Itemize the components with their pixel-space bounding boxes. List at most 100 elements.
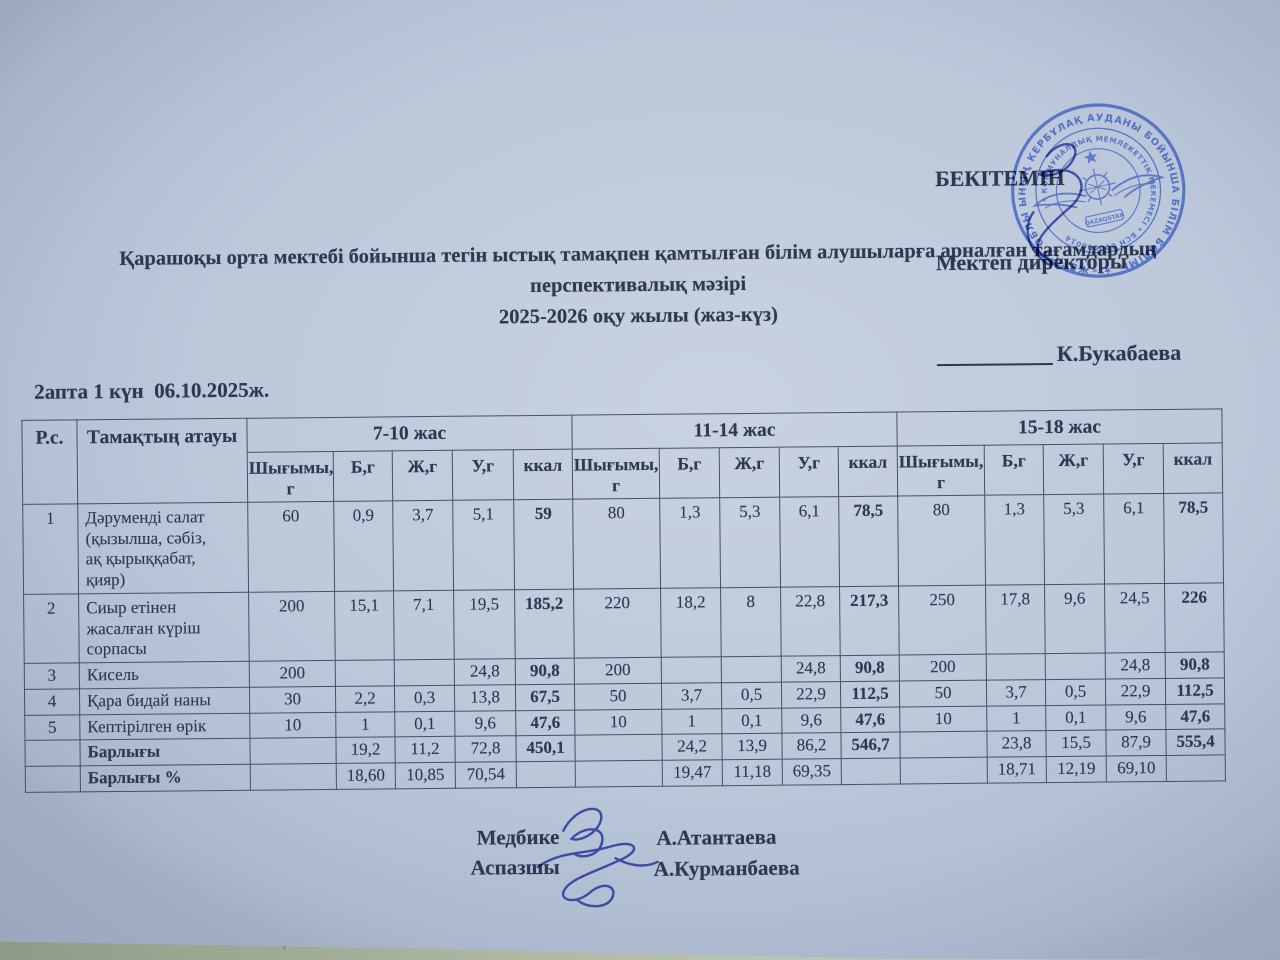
- value-cell: 67,5: [515, 684, 575, 711]
- subheader-fat: Ж,г: [1043, 444, 1104, 495]
- value-cell: [721, 656, 782, 683]
- value-cell: [841, 758, 901, 785]
- value-cell: 78,5: [838, 496, 899, 587]
- value-cell: 22,9: [1105, 678, 1166, 705]
- value-cell: 12,19: [1046, 756, 1107, 783]
- value-cell: 50: [899, 680, 987, 707]
- subheader-kcal: ккал: [1163, 442, 1223, 494]
- value-cell: 200: [574, 657, 662, 685]
- table-row: 1 Дәруменді салат (қызылша, сәбіз, ақ қыр…: [22, 492, 1224, 595]
- value-cell: 90,8: [515, 658, 575, 685]
- value-cell: 70,54: [455, 761, 517, 789]
- value-cell: [661, 656, 722, 684]
- value-cell: 9,6: [1044, 583, 1106, 654]
- subheader-fat: Ж,г: [392, 450, 453, 501]
- value-cell: 18,2: [660, 587, 722, 658]
- row-number-cell: 3: [24, 663, 80, 690]
- menu-table-head: Р.с. Тамақтың атауы 7-10 жас 11-14 жас 1…: [21, 408, 1223, 505]
- value-cell: 18,60: [336, 762, 396, 790]
- subheader-protein: Б,г: [333, 450, 393, 502]
- value-cell: [249, 737, 337, 765]
- value-cell: 15,5: [1045, 730, 1107, 757]
- paper-speck: [283, 946, 286, 949]
- value-cell: 17,8: [985, 584, 1046, 655]
- value-cell: [1166, 754, 1226, 782]
- age-group-2: 11-14 жас: [571, 412, 898, 450]
- value-cell: 22,9: [781, 681, 841, 708]
- col-header-number: Р.с.: [21, 419, 78, 505]
- value-cell: 1: [986, 705, 1046, 732]
- official-stamp: ЫНЫҢ КЕРБҰЛАҚ АУДАНЫ БОЙЫНША БІЛІМ БӨЛІМ…: [987, 78, 1196, 295]
- value-cell: 23,8: [986, 730, 1047, 758]
- value-cell: 226: [1164, 582, 1225, 653]
- value-cell: 200: [248, 591, 336, 662]
- value-cell: [516, 761, 576, 788]
- value-cell: 50: [574, 683, 662, 710]
- subheader-protein: Б,г: [659, 447, 720, 499]
- value-cell: 10: [574, 708, 662, 736]
- dish-name-cell: Дәруменді салат (қызылша, сәбіз, ақ қыры…: [77, 502, 249, 594]
- subheader-fat: Ж,г: [719, 447, 780, 498]
- value-cell: 59: [513, 499, 574, 590]
- subheader-output: Шығымы, г: [247, 451, 334, 503]
- value-cell: 1,3: [984, 494, 1045, 586]
- row-number-cell: 1: [22, 503, 79, 595]
- director-name: К.Букабаева: [1056, 339, 1182, 366]
- value-cell: 9,6: [1105, 704, 1166, 731]
- value-cell: 0,1: [721, 707, 782, 735]
- subheader-carbs: У,г: [779, 446, 839, 498]
- value-cell: 10: [899, 705, 987, 733]
- value-cell: 3,7: [986, 679, 1046, 706]
- value-cell: 220: [573, 588, 662, 659]
- value-cell: 19,47: [662, 759, 723, 787]
- value-cell: 24,8: [454, 658, 516, 686]
- week-day-date: 2апта 1 күн 06.10.2025ж.: [34, 377, 270, 404]
- value-cell: 0,9: [333, 500, 394, 592]
- value-cell: 10: [249, 712, 336, 739]
- row-number-cell: 5: [24, 714, 80, 741]
- value-cell: 0,5: [721, 682, 782, 709]
- dish-name-cell: Барлығы %: [80, 764, 251, 792]
- value-cell: 47,6: [1165, 703, 1225, 730]
- dish-name-cell: Барлығы: [79, 738, 251, 766]
- value-cell: 5,1: [452, 499, 515, 591]
- row-number-cell: 4: [24, 688, 80, 716]
- value-cell: 19,5: [453, 589, 516, 660]
- value-cell: 185,2: [514, 589, 575, 659]
- value-cell: 19,2: [335, 737, 396, 764]
- value-cell: 6,1: [1103, 493, 1165, 584]
- value-cell: 1,3: [659, 497, 721, 589]
- subheader-kcal: ккал: [838, 446, 898, 497]
- value-cell: 13,8: [454, 684, 516, 711]
- value-cell: 1: [661, 708, 722, 735]
- subheader-output: Шығымы, г: [897, 445, 985, 497]
- table-row: 2 Сиыр етінен жасалған күріш сорпасы 200 15…: [23, 582, 1225, 664]
- dish-name-cell: Кептірілген өрік: [79, 712, 250, 741]
- age-group-1: 7-10 жас: [246, 415, 573, 453]
- value-cell: 450,1: [515, 735, 576, 762]
- svg-text:ЫНЫҢ КЕРБҰЛАҚ АУДАНЫ БОЙЫНША Б: ЫНЫҢ КЕРБҰЛАҚ АУДАНЫ БОЙЫНША БІЛІМ БӨЛІМ…: [987, 78, 1196, 295]
- value-cell: 15,1: [334, 590, 395, 661]
- value-cell: [899, 731, 988, 759]
- value-cell: 0,1: [1045, 704, 1106, 731]
- stamp-outer-text: ЫНЫҢ КЕРБҰЛАҚ АУДАНЫ БОЙЫНША БІЛІМ БӨЛІМ…: [987, 78, 1196, 295]
- row-number-cell: [24, 740, 81, 767]
- row-number-cell: 2: [23, 593, 80, 664]
- value-cell: [1045, 653, 1106, 680]
- dish-name-cell: Сиыр етінен жасалған күріш сорпасы: [78, 592, 250, 664]
- value-cell: [986, 653, 1046, 681]
- value-cell: 30: [249, 686, 336, 713]
- value-cell: 0,1: [394, 710, 455, 738]
- value-cell: 555,4: [1165, 729, 1226, 756]
- value-cell: 10,85: [395, 762, 456, 789]
- value-cell: 200: [899, 654, 987, 681]
- dish-name-cell: Қара бидай наны: [79, 687, 250, 715]
- value-cell: 9,6: [781, 707, 841, 734]
- value-cell: 22,8: [780, 586, 841, 657]
- value-cell: 11,18: [722, 759, 783, 786]
- value-cell: 86,2: [781, 732, 842, 760]
- value-cell: 60: [247, 501, 335, 593]
- col-header-dish: Тамақтың атауы: [76, 418, 248, 504]
- value-cell: 2,2: [335, 685, 395, 713]
